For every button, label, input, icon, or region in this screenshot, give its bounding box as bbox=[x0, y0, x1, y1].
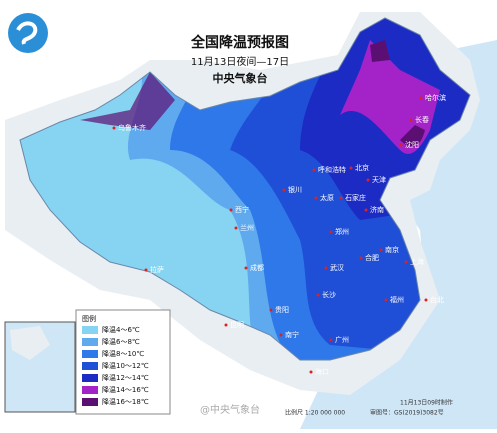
city-label: 贵阳 bbox=[275, 305, 289, 314]
city-label: 呼和浩特 bbox=[318, 165, 346, 174]
title: 全国降温预报图 bbox=[190, 34, 289, 51]
city-dot bbox=[339, 196, 343, 200]
city-dot bbox=[364, 208, 368, 212]
review-number: 审图号：GS(2019)3082号 bbox=[370, 409, 444, 417]
city-dot bbox=[112, 126, 116, 130]
city-dot bbox=[424, 298, 428, 302]
city-dot bbox=[316, 293, 320, 297]
city-label: 长沙 bbox=[322, 290, 336, 299]
city-dot bbox=[224, 323, 228, 327]
city-label: 台北 bbox=[430, 295, 444, 304]
city-dot bbox=[279, 333, 283, 337]
city-label: 南宁 bbox=[285, 330, 299, 339]
city-dot bbox=[314, 196, 318, 200]
city-label: 海口 bbox=[315, 367, 329, 376]
legend-label: 降温12～14℃ bbox=[102, 373, 149, 382]
city-label: 上海 bbox=[410, 257, 424, 266]
city-label: 西宁 bbox=[235, 205, 249, 214]
watermark: @中央气象台 bbox=[200, 403, 260, 416]
subtitle: 11月13日夜间—17日 bbox=[191, 55, 289, 68]
city-label: 哈尔滨 bbox=[425, 93, 446, 102]
city-dot bbox=[409, 118, 413, 122]
city-dot bbox=[366, 178, 370, 182]
legend-swatch bbox=[82, 398, 98, 406]
city-label: 广州 bbox=[335, 335, 349, 344]
city-label: 南京 bbox=[385, 245, 399, 254]
city-dot bbox=[234, 226, 238, 230]
scale: 比例尺 1:20 000 000 bbox=[285, 409, 345, 417]
city-dot bbox=[399, 143, 403, 147]
city-dot bbox=[144, 268, 148, 272]
legend-swatch bbox=[82, 326, 98, 334]
city-dot bbox=[329, 338, 333, 342]
city-label: 太原 bbox=[320, 193, 334, 202]
city-dot bbox=[244, 266, 248, 270]
city-dot bbox=[282, 188, 286, 192]
inset-land bbox=[10, 326, 50, 360]
legend-swatch bbox=[82, 374, 98, 382]
city-dot bbox=[269, 308, 273, 312]
city-label: 郑州 bbox=[335, 228, 349, 236]
city-label: 兰州 bbox=[240, 223, 254, 232]
legend-items: 降温4～6℃ 降温6～8℃ 降温8～10℃ 降温10～12℃ 降温12～14℃ 降温14～… bbox=[82, 325, 149, 406]
legend-label: 降温4～6℃ bbox=[102, 325, 140, 334]
city-dot bbox=[359, 256, 363, 260]
city-dot bbox=[329, 230, 333, 234]
legend-swatch bbox=[82, 350, 98, 358]
city-label: 石家庄 bbox=[345, 193, 366, 202]
city-dot bbox=[379, 248, 383, 252]
city-label: 济南 bbox=[370, 205, 384, 214]
legend-label: 降温6～8℃ bbox=[102, 337, 140, 346]
city-dot bbox=[404, 260, 408, 264]
legend-swatch bbox=[82, 362, 98, 370]
city-label: 合肥 bbox=[365, 253, 379, 262]
legend-label: 降温8～10℃ bbox=[102, 349, 144, 358]
city-dot bbox=[309, 370, 313, 374]
city-dot bbox=[324, 266, 328, 270]
city-label: 长春 bbox=[415, 115, 429, 124]
made-time: 11月13日09时制作 bbox=[400, 399, 453, 407]
city-label: 武汉 bbox=[330, 263, 344, 272]
city-dot bbox=[229, 208, 233, 212]
issuer: 中央气象台 bbox=[213, 71, 268, 85]
city-labels: 乌鲁木齐 哈尔滨长春沈阳北京天津 呼和浩特银川太原 石家庄济南 西宁兰州郑州拉萨 成都 武汉… bbox=[112, 93, 446, 376]
legend-label: 降温16～18℃ bbox=[102, 397, 149, 406]
city-label: 成都 bbox=[250, 263, 264, 272]
city-label: 银川 bbox=[288, 185, 302, 194]
legend-label: 降温14～16℃ bbox=[102, 385, 149, 394]
legend-label: 降温10～12℃ bbox=[102, 361, 149, 370]
logo bbox=[8, 13, 48, 53]
legend-swatch bbox=[82, 338, 98, 346]
city-dot bbox=[312, 168, 316, 172]
logo-mark bbox=[16, 21, 38, 45]
city-dot bbox=[419, 96, 423, 100]
city-label: 拉萨 bbox=[150, 265, 164, 274]
city-dot bbox=[349, 166, 353, 170]
city-label: 沈阳 bbox=[405, 140, 419, 149]
city-label: 昆明 bbox=[230, 321, 244, 329]
city-label: 福州 bbox=[390, 295, 404, 304]
city-label: 天津 bbox=[372, 176, 386, 184]
city-label: 乌鲁木齐 bbox=[118, 123, 146, 132]
city-dot bbox=[384, 298, 388, 302]
legend-swatch bbox=[82, 386, 98, 394]
city-label: 北京 bbox=[355, 163, 369, 172]
legend-title: 图例 bbox=[82, 314, 96, 323]
